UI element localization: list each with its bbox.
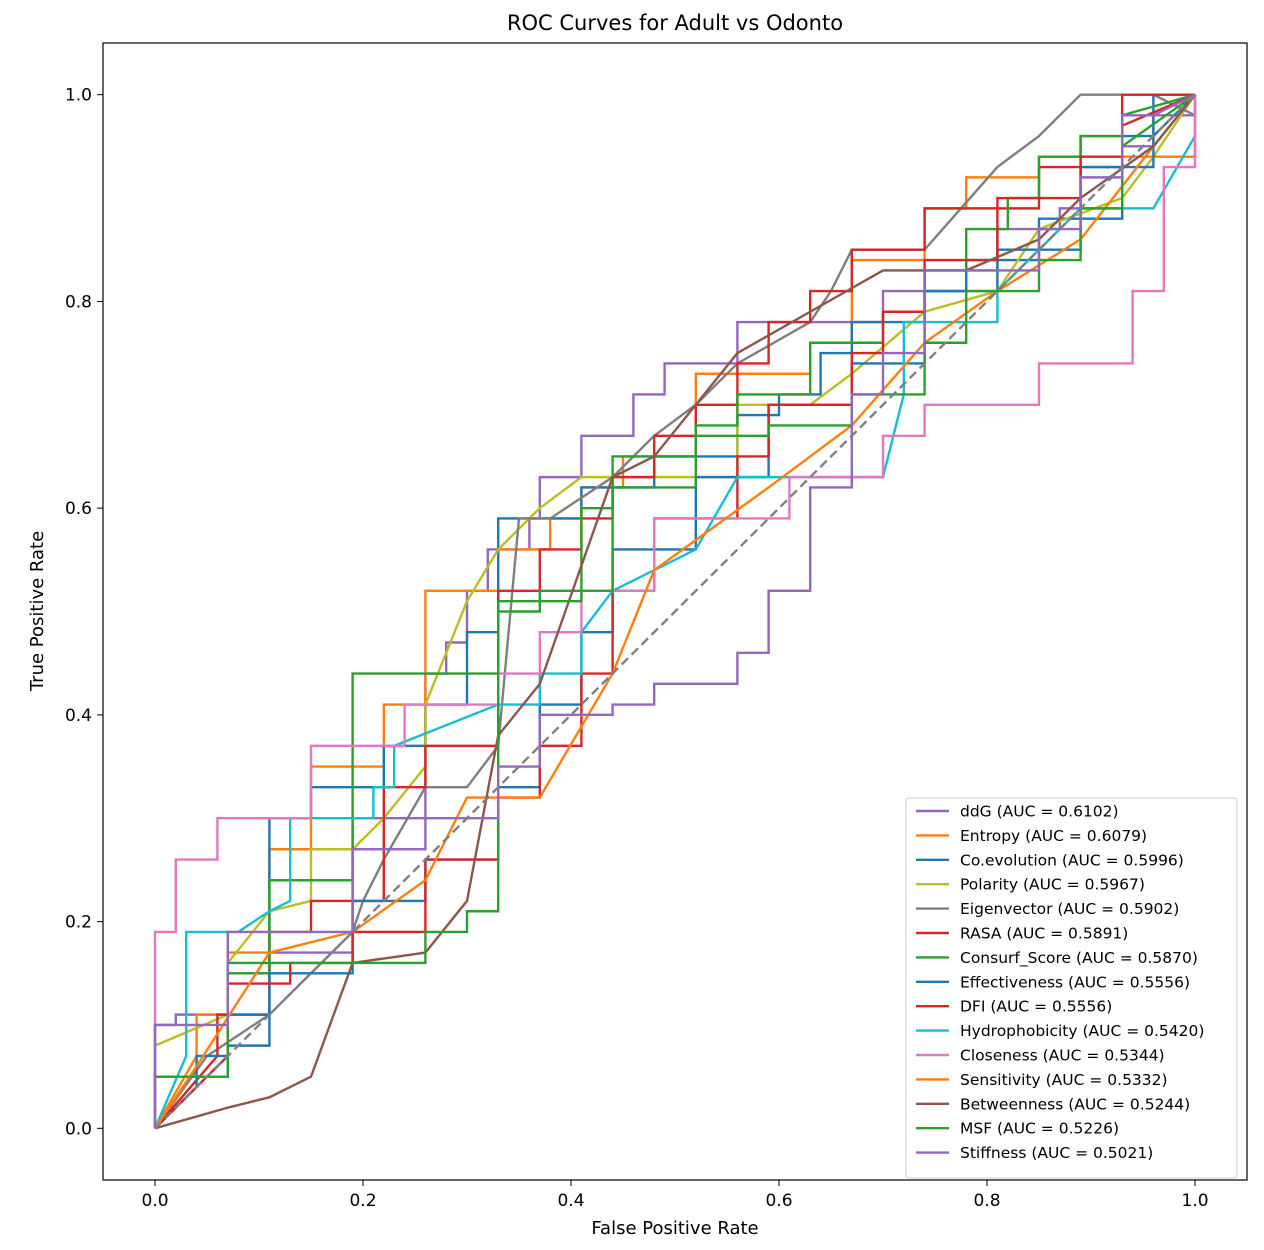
x-tick-label: 0.8: [973, 1191, 1000, 1211]
legend-entry-label: Co.evolution (AUC = 0.5996): [960, 851, 1184, 869]
y-tick-label: 0.8: [65, 292, 92, 312]
legend-entry-label: Consurf_Score (AUC = 0.5870): [960, 949, 1198, 968]
y-tick-label: 0.0: [65, 1119, 92, 1139]
plot-frame: [102, 42, 1248, 1181]
x-tick-label: 0.2: [349, 1191, 376, 1211]
legend-entry-label: Effectiveness (AUC = 0.5556): [960, 973, 1190, 991]
legend-entry-label: Eigenvector (AUC = 0.5902): [960, 900, 1179, 918]
series-line-11: [153, 94, 1197, 1129]
legend-entry-label: Entropy (AUC = 0.6079): [960, 827, 1147, 845]
y-axis-ticks: 0.0 0.2 0.4 0.6 0.8 1.0: [65, 86, 103, 1139]
plot-area: [153, 93, 1197, 1130]
legend: ddG (AUC = 0.6102) Entropy (AUC = 0.6079)…: [905, 797, 1238, 1179]
legend-entry-label: Hydrophobicity (AUC = 0.5420): [960, 1022, 1204, 1040]
y-tick-label: 1.0: [65, 86, 92, 106]
legend-entry-label: Betweenness (AUC = 0.5244): [960, 1095, 1190, 1113]
y-tick-label: 0.2: [65, 913, 92, 933]
legend-entry-label: DFI (AUC = 0.5556): [960, 998, 1112, 1016]
legend-entry-label: Closeness (AUC = 0.5344): [960, 1047, 1165, 1065]
series-line-1: [153, 94, 1197, 1129]
series-line-14: [155, 93, 1196, 1078]
x-tick-label: 0.6: [765, 1191, 792, 1211]
legend-entry-label: Polarity (AUC = 0.5967): [960, 876, 1145, 894]
legend-entry-label: RASA (AUC = 0.5891): [960, 925, 1128, 943]
x-axis-ticks: 0.0 0.2 0.4 0.6 0.8 1.0: [141, 1180, 1209, 1211]
legend-box: [905, 797, 1238, 1179]
series-line-15: [153, 93, 1196, 1129]
chance-diagonal-line: [154, 93, 1196, 1130]
legend-entry-label: MSF (AUC = 0.5226): [960, 1120, 1119, 1138]
legend-entry-label: Stiffness (AUC = 0.5021): [960, 1144, 1153, 1162]
x-tick-label: 0.4: [557, 1191, 584, 1211]
legend-entry-label: Sensitivity (AUC = 0.5332): [960, 1071, 1168, 1089]
chart-title: ROC Curves for Adult vs Odonto: [507, 11, 843, 35]
legend-entry-label: ddG (AUC = 0.6102): [960, 803, 1119, 821]
y-tick-label: 0.6: [65, 499, 92, 519]
y-tick-label: 0.4: [65, 706, 92, 726]
x-tick-label: 0.0: [141, 1191, 168, 1211]
x-tick-label: 1.0: [1181, 1191, 1208, 1211]
y-axis-label: True Positive Rate: [27, 531, 48, 692]
x-axis-label: False Positive Rate: [591, 1218, 758, 1239]
